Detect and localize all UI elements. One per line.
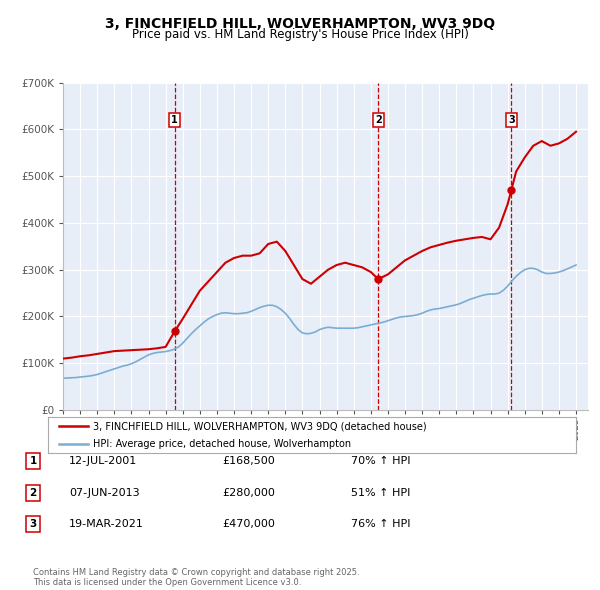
Text: 1: 1	[172, 115, 178, 125]
Text: 76% ↑ HPI: 76% ↑ HPI	[351, 519, 410, 529]
Text: 3, FINCHFIELD HILL, WOLVERHAMPTON, WV3 9DQ: 3, FINCHFIELD HILL, WOLVERHAMPTON, WV3 9…	[105, 17, 495, 31]
Text: 1: 1	[29, 457, 37, 466]
Text: 07-JUN-2013: 07-JUN-2013	[69, 488, 140, 497]
Text: 2: 2	[29, 488, 37, 497]
Text: 3: 3	[29, 519, 37, 529]
Text: 3: 3	[508, 115, 515, 125]
Text: Price paid vs. HM Land Registry's House Price Index (HPI): Price paid vs. HM Land Registry's House …	[131, 28, 469, 41]
Text: Contains HM Land Registry data © Crown copyright and database right 2025.
This d: Contains HM Land Registry data © Crown c…	[33, 568, 359, 587]
Text: 19-MAR-2021: 19-MAR-2021	[69, 519, 144, 529]
Text: 2: 2	[375, 115, 382, 125]
Text: 12-JUL-2001: 12-JUL-2001	[69, 457, 137, 466]
Text: £168,500: £168,500	[222, 457, 275, 466]
Text: £280,000: £280,000	[222, 488, 275, 497]
Text: 70% ↑ HPI: 70% ↑ HPI	[351, 457, 410, 466]
Text: £470,000: £470,000	[222, 519, 275, 529]
Text: HPI: Average price, detached house, Wolverhampton: HPI: Average price, detached house, Wolv…	[93, 439, 351, 449]
Text: 51% ↑ HPI: 51% ↑ HPI	[351, 488, 410, 497]
Text: 3, FINCHFIELD HILL, WOLVERHAMPTON, WV3 9DQ (detached house): 3, FINCHFIELD HILL, WOLVERHAMPTON, WV3 9…	[93, 421, 427, 431]
